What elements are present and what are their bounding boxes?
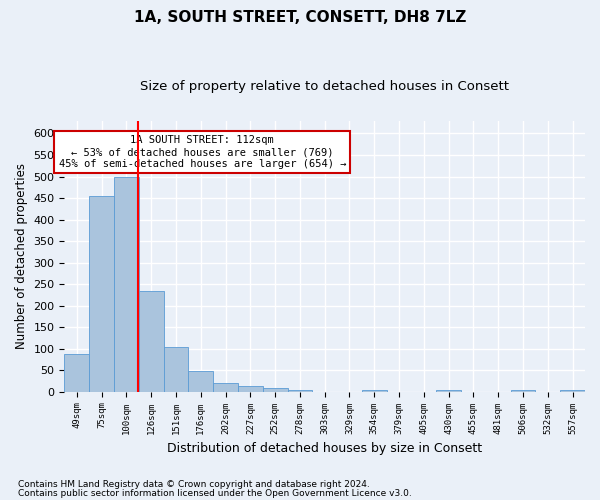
Bar: [64, 354, 89, 392]
Bar: [188, 371, 213, 392]
Bar: [436, 390, 461, 392]
Bar: [511, 390, 535, 392]
Bar: [139, 292, 164, 392]
Bar: [164, 348, 188, 392]
Title: Size of property relative to detached houses in Consett: Size of property relative to detached ho…: [140, 80, 509, 93]
Bar: [560, 390, 585, 392]
X-axis label: Distribution of detached houses by size in Consett: Distribution of detached houses by size …: [167, 442, 482, 455]
Text: Contains public sector information licensed under the Open Government Licence v3: Contains public sector information licen…: [18, 489, 412, 498]
Y-axis label: Number of detached properties: Number of detached properties: [15, 163, 28, 349]
Text: 1A, SOUTH STREET, CONSETT, DH8 7LZ: 1A, SOUTH STREET, CONSETT, DH8 7LZ: [134, 10, 466, 25]
Text: 1A SOUTH STREET: 112sqm
← 53% of detached houses are smaller (769)
45% of semi-d: 1A SOUTH STREET: 112sqm ← 53% of detache…: [59, 136, 346, 168]
Bar: [287, 390, 313, 392]
Bar: [89, 196, 114, 392]
Text: Contains HM Land Registry data © Crown copyright and database right 2024.: Contains HM Land Registry data © Crown c…: [18, 480, 370, 489]
Bar: [213, 383, 238, 392]
Bar: [114, 176, 139, 392]
Bar: [362, 390, 386, 392]
Bar: [263, 388, 287, 392]
Bar: [238, 386, 263, 392]
